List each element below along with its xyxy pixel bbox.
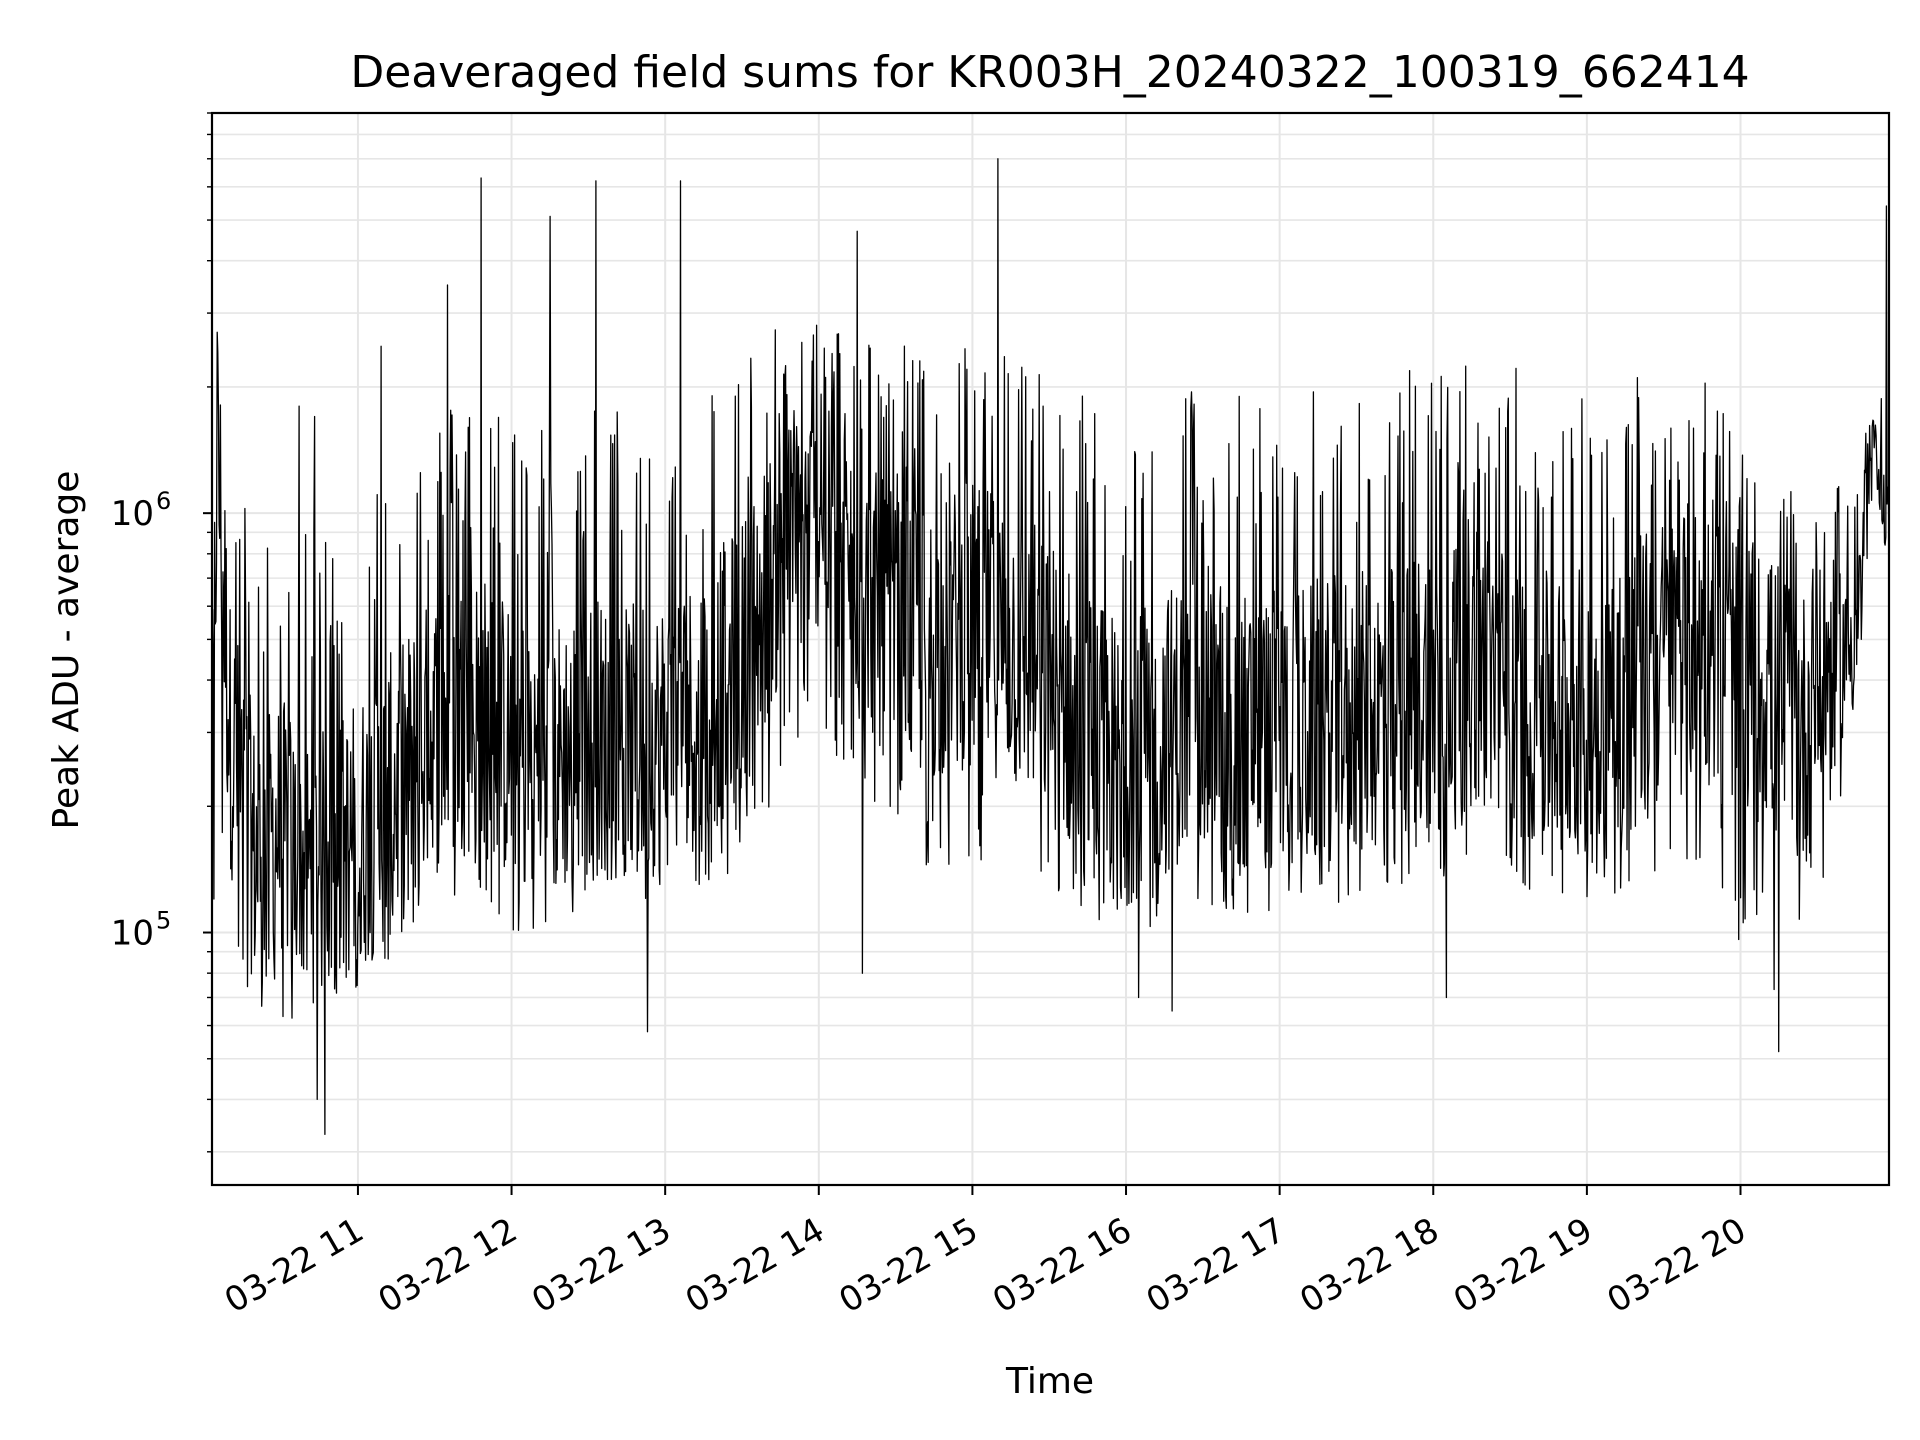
y-tick-label: 10 [111,494,154,534]
y-tick-label: 10 [111,914,154,954]
series-line [211,158,1890,1136]
plot-frame [210,111,1891,1187]
y-axis-label: Peak ADU - average [46,471,87,830]
y-tick-label-exponent: 6 [156,487,171,515]
series-layer [211,158,1890,1136]
x-axis-label: Time [1005,1361,1094,1402]
chart-title: Deaveraged field sums for KR003H_2024032… [350,47,1749,98]
y-tick-label-exponent: 5 [156,907,171,935]
